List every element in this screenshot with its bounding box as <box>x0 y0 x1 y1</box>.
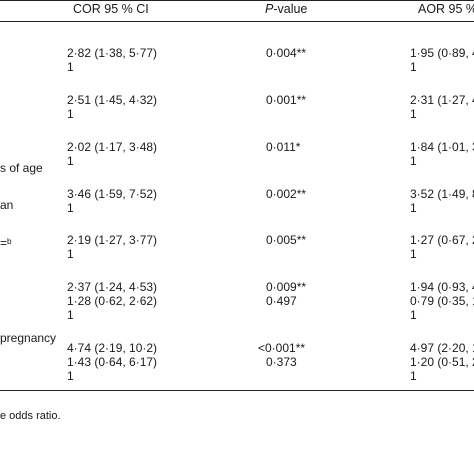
cor-cell: 1 <box>67 308 74 322</box>
pvalue-cell: 0·001** <box>266 93 307 107</box>
pvalue-cell: 0·497 <box>266 294 297 308</box>
aor-cell: 1·27 (0·67, 2 <box>410 233 474 247</box>
cor-cell: 1·28 (0·62, 2·62) <box>67 294 158 308</box>
cor-cell: 1 <box>67 247 74 261</box>
aor-cell: 1·20 (0·51, 2 <box>410 355 474 369</box>
aor-cell: 1 <box>410 154 417 168</box>
aor-cell: 1·95 (0·89, 4 <box>410 46 474 60</box>
pvalue-cell: 0·004** <box>266 46 307 60</box>
cor-cell: 1 <box>67 60 74 74</box>
cor-cell: 1 <box>67 201 74 215</box>
aor-cell: 4·97 (2·20, 1 <box>410 341 474 355</box>
aor-cell: 0·79 (0·35, 1 <box>410 294 474 308</box>
row-label: pregnancy <box>0 331 57 345</box>
header-rule <box>0 21 474 22</box>
header-aor: AOR 95 % <box>418 2 474 16</box>
aor-cell: 1·94 (0·93, 4 <box>410 280 474 294</box>
aor-cell: 1 <box>410 107 417 121</box>
pvalue-cell: 0·011* <box>266 140 301 154</box>
aor-cell: 1 <box>410 247 417 261</box>
cor-cell: 2·19 (1·27, 3·77) <box>67 233 158 247</box>
aor-cell: 3·52 (1·49, 8 <box>410 187 474 201</box>
cor-cell: 2·37 (1·24, 4·53) <box>67 280 158 294</box>
header-pvalue-rest: -value <box>273 2 308 16</box>
cor-cell: 2·02 (1·17, 3·48) <box>67 140 158 154</box>
aor-cell: 1 <box>410 201 417 215</box>
header-pvalue-italic: P <box>265 2 274 16</box>
row-label: =ᵇ <box>0 236 12 250</box>
aor-cell: 1·84 (1·01, 3 <box>410 140 474 154</box>
aor-cell: 1 <box>410 308 417 322</box>
pvalue-cell: <0·001** <box>258 341 306 355</box>
pvalue-cell: 0·009** <box>266 280 307 294</box>
aor-cell: 2·31 (1·27, 4 <box>410 93 474 107</box>
cor-cell: 1·43 (0·64, 6·17) <box>67 355 158 369</box>
cor-cell: 1 <box>67 107 74 121</box>
pvalue-cell: 0·373 <box>266 355 297 369</box>
header-cor: COR 95 % CI <box>73 2 149 16</box>
aor-cell: 1 <box>410 60 417 74</box>
cor-cell: 4·74 (2·19, 10·2) <box>67 341 158 355</box>
cor-cell: 1 <box>67 154 74 168</box>
cor-cell: 3·46 (1·59, 7·52) <box>67 187 158 201</box>
aor-cell: 1 <box>410 369 417 383</box>
table-footnote: e odds ratio. <box>0 410 61 422</box>
cor-cell: 2·51 (1·45, 4·32) <box>67 93 158 107</box>
top-rule <box>0 0 474 1</box>
cor-cell: 2·82 (1·38, 5·77) <box>67 46 158 60</box>
pvalue-cell: 0·005** <box>266 233 307 247</box>
cor-cell: 1 <box>67 369 74 383</box>
bottom-rule <box>0 390 474 391</box>
row-label: an <box>0 198 14 212</box>
row-label: s of age <box>0 161 43 175</box>
pvalue-cell: 0·002** <box>266 187 307 201</box>
header-pvalue: P-value <box>265 2 307 16</box>
